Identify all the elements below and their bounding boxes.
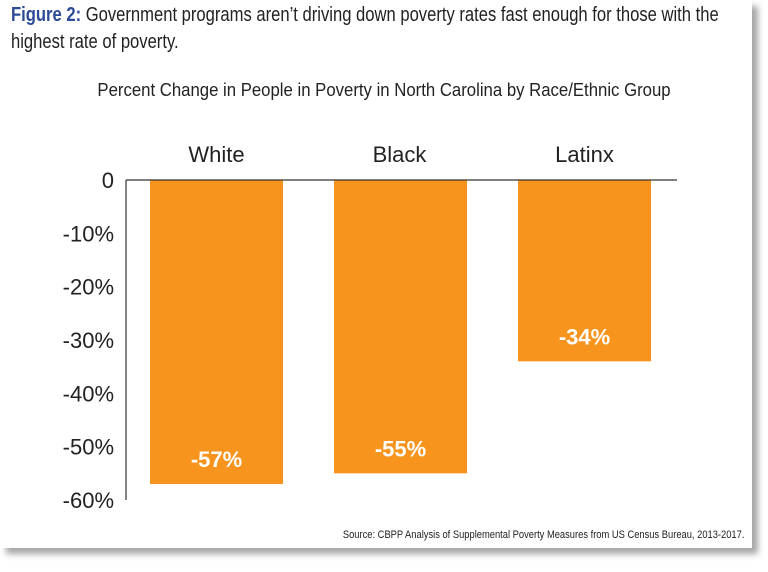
source-note: Source: CBPP Analysis of Supplemental Po… bbox=[342, 529, 744, 541]
bar-black bbox=[334, 180, 467, 474]
data-label: -55% bbox=[375, 436, 426, 461]
y-tick-label: -30% bbox=[63, 328, 114, 353]
y-tick-label: -20% bbox=[63, 275, 114, 300]
bar-white bbox=[150, 180, 283, 484]
data-label: -34% bbox=[559, 324, 610, 349]
y-tick-label: -10% bbox=[63, 221, 114, 246]
figure-caption: Figure 2: Government programs aren’t dri… bbox=[11, 2, 741, 56]
figure-caption-text: Government programs aren’t driving down … bbox=[11, 4, 719, 53]
y-tick-label: 0 bbox=[102, 168, 114, 193]
data-label: -57% bbox=[191, 447, 242, 472]
y-tick-label: -60% bbox=[63, 488, 114, 513]
y-tick-label: -50% bbox=[63, 435, 114, 460]
category-label: White bbox=[188, 142, 244, 167]
y-tick-label: -40% bbox=[63, 381, 114, 406]
category-label: Latinx bbox=[555, 142, 614, 167]
bar-latinx bbox=[518, 180, 651, 362]
category-label: Black bbox=[373, 142, 428, 167]
chart-title: Percent Change in People in Poverty in N… bbox=[97, 80, 671, 100]
figure-label: Figure 2: bbox=[11, 4, 82, 26]
